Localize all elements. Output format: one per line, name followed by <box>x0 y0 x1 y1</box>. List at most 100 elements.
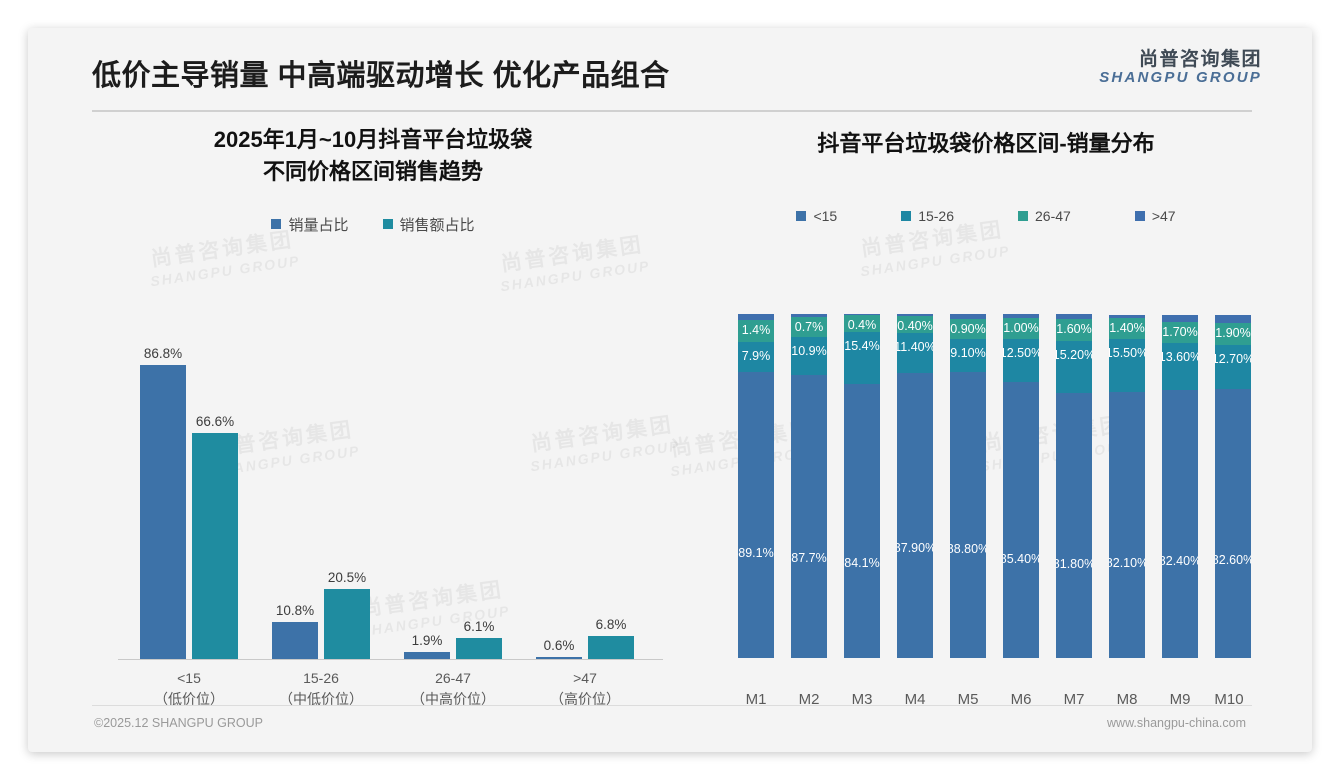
segment-value-label: 87.90% <box>897 541 933 555</box>
x-axis-label: 15-26 （中低价位） <box>279 670 363 707</box>
x-axis-label: M9 <box>1169 691 1191 708</box>
page-title: 低价主导销量 中高端驱动增长 优化产品组合 <box>92 60 670 92</box>
stacked-column[interactable]: 1.00% 12.50% 85.40% <box>1003 314 1039 658</box>
segment-under-15[interactable]: 85.40% <box>1003 382 1039 658</box>
segment-15-26[interactable]: 7.9% <box>738 342 774 372</box>
segment-under-15[interactable]: 82.40% <box>1162 390 1198 658</box>
segment-15-26[interactable]: 10.9% <box>791 337 827 375</box>
right-chart-panel: 抖音平台垃圾袋价格区间-销量分布 <15 15-26 26-47 >47 <box>696 124 1276 708</box>
segment-15-26[interactable]: 15.20% <box>1056 341 1092 393</box>
segment-value-label: 1.70% <box>1162 325 1198 339</box>
bar-wrap: 1.9% <box>404 319 450 659</box>
segment-15-26[interactable]: 12.70% <box>1215 345 1251 389</box>
segment-value-label: 12.50% <box>1003 346 1039 360</box>
segment-value-label: 84.1% <box>844 556 880 570</box>
segment-under-15[interactable]: 84.1% <box>844 384 880 658</box>
segment-over-47[interactable] <box>1162 315 1198 322</box>
footer-website[interactable]: www.shangpu-china.com <box>1107 716 1246 730</box>
segment-under-15[interactable]: 82.60% <box>1215 389 1251 658</box>
segment-26-47[interactable]: 1.40% <box>1109 318 1145 339</box>
segment-value-label: 1.40% <box>1109 321 1145 335</box>
segment-value-label: 82.60% <box>1215 553 1251 567</box>
segment-26-47[interactable]: 1.70% <box>1162 322 1198 343</box>
segment-value-label: 1.60% <box>1056 322 1092 336</box>
bar-sales-amount[interactable] <box>456 638 502 659</box>
bar-sales-amount[interactable] <box>324 589 370 659</box>
segment-over-47[interactable] <box>791 314 827 317</box>
bar-wrap: 6.1% <box>456 319 502 659</box>
stacked-column[interactable]: 1.60% 15.20% 81.80% <box>1056 314 1092 658</box>
segment-26-47[interactable]: 1.4% <box>738 320 774 342</box>
segment-under-15[interactable]: 87.90% <box>897 373 933 658</box>
stacked-column[interactable]: 0.4% 15.4% 84.1% <box>844 314 880 658</box>
segment-over-47[interactable] <box>1109 315 1145 318</box>
segment-15-26[interactable]: 13.60% <box>1162 343 1198 390</box>
segment-26-47[interactable]: 0.90% <box>950 319 986 339</box>
segment-15-26[interactable]: 12.50% <box>1003 339 1039 382</box>
legend-item-sales-volume[interactable]: 销量占比 <box>271 214 349 235</box>
x-axis-label: M3 <box>851 691 873 708</box>
segment-under-15[interactable]: 87.7% <box>791 375 827 658</box>
segment-15-26[interactable]: 11.40% <box>897 333 933 373</box>
segment-over-47[interactable] <box>844 314 880 315</box>
segment-under-15[interactable]: 89.1% <box>738 372 774 658</box>
stacked-column[interactable]: 0.40% 11.40% 87.90% <box>897 314 933 658</box>
segment-over-47[interactable] <box>738 314 774 320</box>
right-chart-title: 抖音平台垃圾袋价格区间-销量分布 <box>817 131 1155 156</box>
segment-over-47[interactable] <box>1003 314 1039 318</box>
stacked-column[interactable]: 0.90% 9.10% 88.80% <box>950 314 986 658</box>
bar-wrap: 20.5% <box>324 319 370 659</box>
x-axis-label: M8 <box>1116 691 1138 708</box>
segment-value-label: 12.70% <box>1215 352 1251 366</box>
segment-value-label: 88.80% <box>950 542 986 556</box>
logo-text-en: SHANGPU GROUP <box>1099 68 1262 86</box>
bar-sales-amount[interactable] <box>192 433 238 659</box>
segment-26-47[interactable]: 1.00% <box>1003 318 1039 339</box>
bar-wrap: 6.8% <box>588 319 634 659</box>
bar-sales-amount[interactable] <box>588 636 634 659</box>
left-chart-legend: 销量占比 销售额占比 <box>68 214 678 235</box>
bar-sales-volume[interactable] <box>140 365 186 659</box>
stacked-column[interactable]: 0.7% 10.9% 87.7% <box>791 314 827 658</box>
legend-item-sales-amount[interactable]: 销售额占比 <box>382 214 475 235</box>
segment-over-47[interactable] <box>1056 314 1092 319</box>
left-chart-title-line2: 不同价格区间销售趋势 <box>262 158 483 184</box>
segment-over-47[interactable] <box>950 314 986 319</box>
segment-26-47[interactable]: 0.40% <box>897 316 933 333</box>
segment-26-47[interactable]: 0.7% <box>791 317 827 337</box>
segment-value-label: 0.40% <box>897 319 933 333</box>
segment-26-47[interactable]: 0.4% <box>844 315 880 332</box>
segment-15-26[interactable]: 15.4% <box>844 332 880 384</box>
legend-label: 26-47 <box>1035 207 1071 224</box>
stacked-column[interactable]: 1.90% 12.70% 82.60% <box>1215 314 1251 658</box>
stacked-column[interactable]: 1.40% 15.50% 82.10% <box>1109 314 1145 658</box>
legend-item-26-47[interactable]: 26-47 <box>1018 208 1071 224</box>
bar-sales-volume[interactable] <box>404 652 450 659</box>
x-axis-label: M10 <box>1214 691 1244 708</box>
segment-26-47[interactable]: 1.90% <box>1215 323 1251 345</box>
legend-item-15-26[interactable]: 15-26 <box>901 208 954 224</box>
legend-item-under-15[interactable]: <15 <box>796 208 837 224</box>
legend-item-over-47[interactable]: >47 <box>1134 208 1176 224</box>
bar-sales-volume[interactable] <box>536 657 582 659</box>
segment-over-47[interactable] <box>897 314 933 316</box>
logo-text-cn: 尚普咨询集团 <box>1138 49 1262 70</box>
stacked-column[interactable]: 1.4% 7.9% 89.1% <box>738 314 774 658</box>
segment-15-26[interactable]: 9.10% <box>950 339 986 372</box>
bar-sales-volume[interactable] <box>272 622 318 659</box>
header-divider <box>92 110 1252 112</box>
left-chart-title-line1: 2025年1月~10月抖音平台垃圾袋 <box>213 127 533 152</box>
segment-value-label: 0.7% <box>794 320 824 334</box>
stacked-column[interactable]: 1.70% 13.60% 82.40% <box>1162 314 1198 658</box>
legend-label: 销售额占比 <box>399 216 475 234</box>
legend-label: 15-26 <box>918 207 954 224</box>
segment-under-15[interactable]: 81.80% <box>1056 393 1092 658</box>
segment-value-label: 89.1% <box>738 546 774 560</box>
segment-26-47[interactable]: 1.60% <box>1056 319 1092 341</box>
bar-wrap: 0.6% <box>536 319 582 659</box>
segment-over-47[interactable] <box>1215 315 1251 323</box>
segment-under-15[interactable]: 88.80% <box>950 372 986 658</box>
segment-under-15[interactable]: 82.10% <box>1109 392 1145 658</box>
segment-15-26[interactable]: 15.50% <box>1109 339 1145 392</box>
footer-divider <box>92 705 1252 706</box>
